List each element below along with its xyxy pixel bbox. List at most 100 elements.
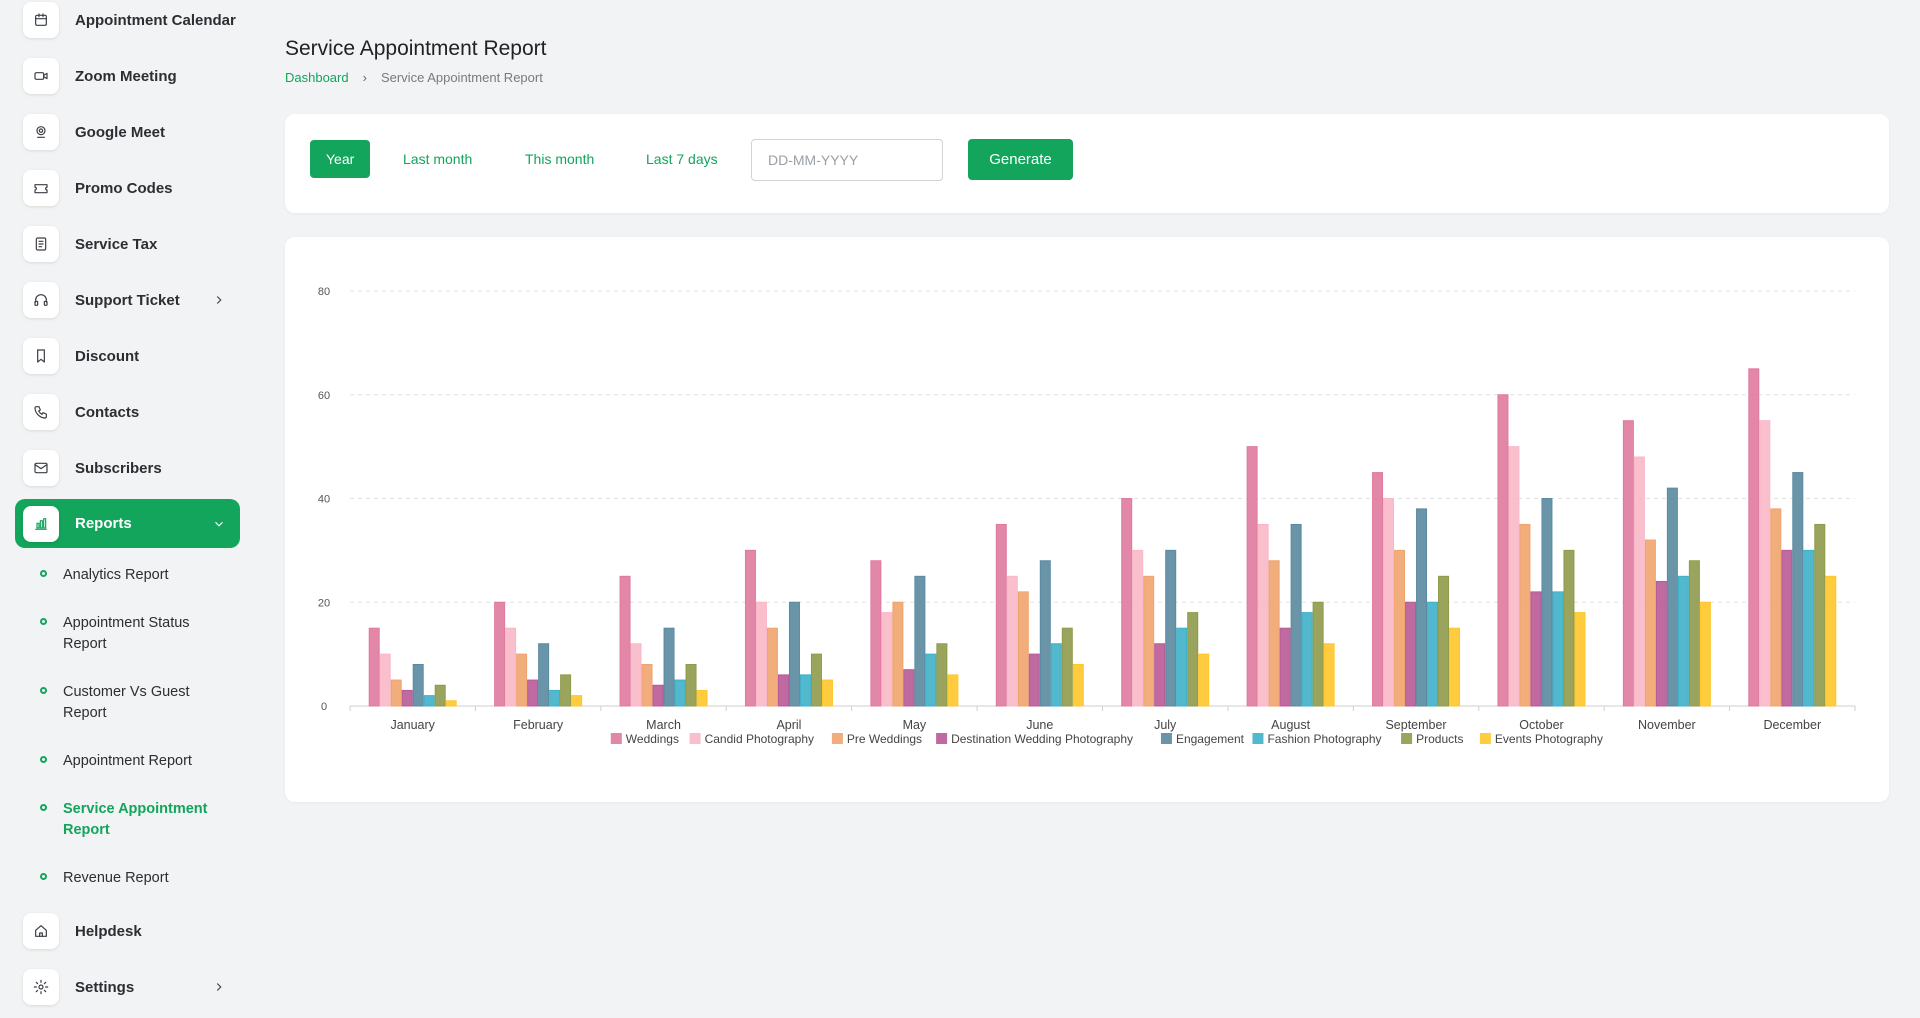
bar — [925, 653, 937, 707]
bar — [641, 664, 653, 707]
bar — [799, 674, 811, 707]
sidebar-item-contacts[interactable]: Contacts — [15, 390, 240, 434]
mail-icon — [23, 450, 59, 486]
sidebar-item-support-ticket[interactable]: Support Ticket — [15, 278, 240, 322]
sidebar-item-zoom-meeting[interactable]: Zoom Meeting — [15, 54, 240, 98]
legend-label: Weddings — [626, 732, 679, 746]
bar — [870, 560, 882, 707]
bar — [1372, 472, 1384, 707]
sidebar-item-label: Settings — [75, 978, 135, 996]
chevron-right-icon — [212, 980, 226, 994]
bar — [788, 601, 800, 707]
sidebar-subitem-revenue-report[interactable]: Revenue Report — [40, 868, 240, 889]
bar — [766, 627, 778, 707]
sidebar-item-label: Appointment Calendar — [75, 11, 236, 29]
bar — [1530, 591, 1542, 707]
date-input[interactable] — [751, 139, 943, 181]
legend-label: Fashion Photography — [1267, 732, 1381, 746]
sidebar-subitem-appointment-report[interactable]: Appointment Report — [40, 751, 240, 772]
sidebar-subitem-customer-vs-guest-report[interactable]: Customer Vs Guest Report — [40, 682, 240, 724]
sidebar-item-label: Support Ticket — [75, 291, 180, 309]
home-icon — [23, 913, 59, 949]
bar — [1814, 523, 1826, 707]
sidebar-item-discount[interactable]: Discount — [15, 334, 240, 378]
bar — [516, 653, 528, 707]
sidebar-item-reports[interactable]: Reports — [15, 499, 240, 548]
bar — [1061, 627, 1073, 707]
bar — [1039, 560, 1051, 707]
bar — [995, 523, 1007, 707]
bar — [1633, 456, 1645, 707]
sidebar-subitem-appointment-status-report[interactable]: Appointment Status Report — [40, 613, 240, 655]
bar — [1655, 581, 1667, 707]
bar — [527, 679, 539, 707]
sidebar-item-label: Reports — [75, 515, 132, 532]
sidebar-item-promo-codes[interactable]: Promo Codes — [15, 166, 240, 210]
sidebar-subitem-analytics-report[interactable]: Analytics Report — [40, 565, 240, 586]
bar — [434, 684, 446, 707]
bar — [445, 700, 457, 707]
filter-this-month-button[interactable]: This month — [525, 151, 595, 167]
x-tick-label: June — [1026, 718, 1053, 732]
sidebar-item-helpdesk[interactable]: Helpdesk — [15, 909, 240, 953]
sidebar-item-service-tax[interactable]: Service Tax — [15, 222, 240, 266]
x-tick-label: November — [1638, 718, 1696, 732]
bullet-icon — [40, 570, 47, 577]
legend-swatch — [831, 733, 843, 744]
bar — [1519, 523, 1531, 707]
x-tick-label: May — [903, 718, 927, 732]
sidebar-item-label: Google Meet — [75, 123, 166, 141]
x-tick-label: April — [776, 718, 801, 732]
bar — [744, 549, 756, 707]
filter-year-button[interactable]: Year — [310, 140, 371, 178]
bar — [903, 669, 915, 707]
sidebar-item-google-meet[interactable]: Google Meet — [15, 110, 240, 154]
bar — [947, 674, 959, 707]
ticket-icon — [23, 170, 59, 206]
bar — [1759, 420, 1771, 707]
sidebar-item-appointment-calendar[interactable]: Appointment Calendar — [15, 0, 240, 42]
bar — [1449, 627, 1461, 707]
chart-card: 0 20 40 60 80 January February March April May Jun… — [285, 237, 1889, 802]
bar — [1438, 575, 1450, 707]
legend-label: Events Photography — [1495, 732, 1603, 746]
sidebar-subitem-service-appointment-report[interactable]: Service Appointment Report — [40, 799, 240, 841]
breadcrumb: Dashboard › Service Appointment Report — [285, 70, 543, 85]
bar — [505, 627, 517, 707]
filter-last-7-days-button[interactable]: Last 7 days — [646, 151, 718, 167]
bar — [652, 684, 664, 707]
generate-button[interactable]: Generate — [968, 139, 1073, 180]
y-tick-label: 20 — [318, 597, 330, 609]
video-icon — [23, 58, 59, 94]
filter-last-month-button[interactable]: Last month — [403, 151, 473, 167]
legend-label: Candid Photography — [705, 732, 814, 746]
bar — [1427, 601, 1439, 707]
sidebar-subitem-label: Appointment Report — [63, 753, 192, 769]
bar — [1699, 601, 1711, 707]
chevron-right-icon — [212, 293, 226, 307]
bar — [1552, 591, 1564, 707]
bar — [1132, 549, 1144, 707]
bar — [914, 575, 926, 707]
bar — [379, 653, 391, 707]
bar — [401, 689, 413, 707]
sidebar-subitem-label: Service Appointment Report — [63, 801, 208, 838]
sidebar-item-label: Promo Codes — [75, 179, 173, 197]
bar — [1644, 539, 1656, 707]
sidebar-item-settings[interactable]: Settings — [15, 965, 240, 1009]
sidebar-item-label: Helpdesk — [75, 922, 142, 940]
bar — [1688, 560, 1700, 707]
sidebar-item-subscribers[interactable]: Subscribers — [15, 446, 240, 490]
bar — [1792, 472, 1804, 707]
bar — [1301, 612, 1313, 707]
bar — [1781, 549, 1793, 707]
x-tick-label: March — [646, 718, 681, 732]
bar — [1279, 627, 1291, 707]
breadcrumb-dashboard-link[interactable]: Dashboard — [285, 70, 349, 85]
bar — [571, 695, 583, 707]
bar — [1246, 446, 1258, 707]
bar — [538, 643, 550, 707]
bar — [1176, 627, 1188, 707]
legend-swatch — [689, 733, 701, 744]
bar — [1541, 498, 1553, 707]
